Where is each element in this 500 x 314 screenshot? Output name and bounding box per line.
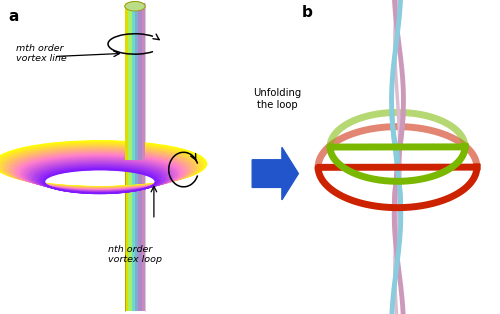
Ellipse shape: [125, 2, 145, 11]
FancyArrow shape: [252, 147, 298, 200]
Text: Unfolding
the loop: Unfolding the loop: [254, 88, 302, 110]
Text: nth order
vortex loop: nth order vortex loop: [108, 245, 162, 264]
Text: mth order
vortex line: mth order vortex line: [16, 44, 67, 63]
Text: a: a: [8, 9, 18, 24]
Ellipse shape: [125, 2, 145, 11]
Text: b: b: [302, 5, 312, 20]
